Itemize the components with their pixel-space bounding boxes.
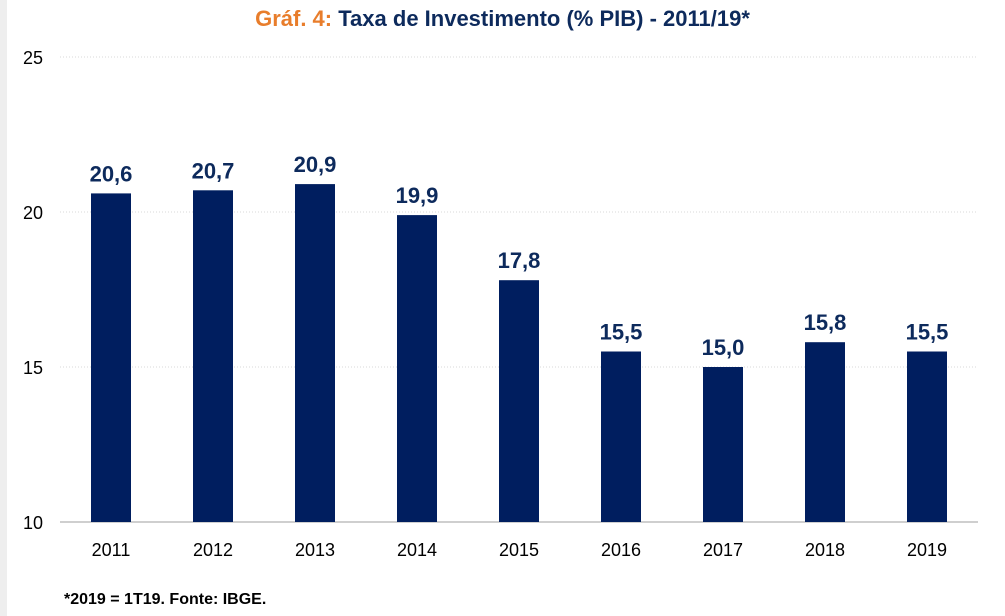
- left-edge-strip: [0, 0, 7, 616]
- chart-title: Gráf. 4: Taxa de Investimento (% PIB) - …: [0, 6, 1005, 32]
- value-label-2016: 15,5: [600, 320, 643, 345]
- y-axis-ticks: 10 15 20 25: [23, 48, 43, 533]
- value-label-2017: 15,0: [702, 335, 745, 360]
- x-tick-label: 2015: [499, 540, 539, 560]
- y-tick-label: 15: [23, 358, 43, 378]
- bars: [91, 184, 947, 523]
- chart-title-prefix: Gráf. 4:: [255, 6, 333, 31]
- value-label-2015: 17,8: [498, 248, 541, 273]
- value-label-2013: 20,9: [294, 152, 337, 177]
- value-label-2019: 15,5: [906, 320, 949, 345]
- y-tick-label: 20: [23, 203, 43, 223]
- x-tick-label: 2012: [193, 540, 233, 560]
- bar-2012: [193, 190, 233, 523]
- value-labels: 20,6 20,7 20,9 19,9 17,8 15,5 15,0 15,8 15,5: [90, 152, 949, 360]
- bar-2019: [907, 351, 947, 522]
- bar-2011: [91, 193, 131, 522]
- x-tick-label: 2017: [703, 540, 743, 560]
- value-label-2018: 15,8: [804, 310, 847, 335]
- value-label-2014: 19,9: [396, 183, 439, 208]
- x-tick-label: 2013: [295, 540, 335, 560]
- bar-2015: [499, 280, 539, 522]
- x-tick-label: 2014: [397, 540, 437, 560]
- chart-footnote: *2019 = 1T19. Fonte: IBGE.: [64, 591, 267, 608]
- chart-title-main: Taxa de Investimento (% PIB) - 2011/19*: [338, 6, 750, 31]
- y-tick-label: 10: [23, 513, 43, 533]
- bar-2016: [601, 351, 641, 522]
- x-tick-label: 2016: [601, 540, 641, 560]
- x-tick-label: 2019: [907, 540, 947, 560]
- value-label-2011: 20,6: [90, 161, 133, 186]
- y-tick-label: 25: [23, 48, 43, 68]
- value-label-2012: 20,7: [192, 158, 235, 183]
- bar-2018: [805, 342, 845, 522]
- bar-2014: [397, 215, 437, 522]
- x-axis-ticks: 2011 2012 2013 2014 2015 2016 2017 2018 2019: [92, 540, 947, 560]
- x-tick-label: 2011: [92, 540, 131, 560]
- bar-2017: [703, 367, 743, 522]
- bar-2013: [295, 184, 335, 522]
- x-tick-label: 2018: [805, 540, 845, 560]
